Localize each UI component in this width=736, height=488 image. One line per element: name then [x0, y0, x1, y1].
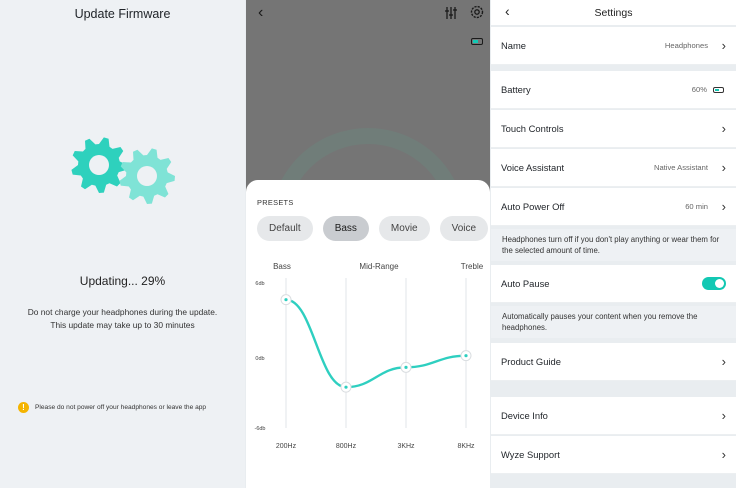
setting-label: Voice Assistant: [501, 162, 565, 173]
eq-handle-dot: [464, 354, 468, 358]
back-icon[interactable]: ‹: [505, 3, 510, 19]
setting-label: Auto Power Off: [501, 201, 565, 212]
band-label: Bass: [273, 262, 291, 271]
setting-battery: Battery 60%: [491, 71, 736, 109]
auto-pause-toggle[interactable]: [702, 277, 726, 290]
equalizer-screen: ‹ PRESETS Default Bass Movie Voice Bass M…: [246, 0, 490, 488]
back-icon[interactable]: ‹: [258, 4, 264, 21]
setting-label: Touch Controls: [501, 123, 564, 134]
frequency-label: 200Hz: [276, 443, 297, 450]
setting-label: Auto Pause: [501, 278, 550, 289]
description-line: This update may take up to 30 minutes: [50, 320, 195, 330]
battery-icon: [713, 86, 724, 93]
toggle-knob: [715, 279, 724, 288]
presets-title: PRESETS: [257, 198, 294, 207]
update-description: Do not charge your headphones during the…: [10, 306, 235, 332]
preset-chip-voice[interactable]: Voice: [439, 216, 489, 241]
preset-chip-movie[interactable]: Movie: [378, 216, 430, 241]
db-label: 0db: [255, 356, 264, 362]
description-line: Do not charge your headphones during the…: [27, 307, 218, 317]
warning-icon: !: [18, 402, 29, 413]
auto-power-note: Headphones turn off if you don't play an…: [491, 229, 736, 261]
setting-voice-assistant[interactable]: Voice Assistant Native Assistant ›: [491, 149, 736, 187]
setting-value: 60%: [691, 85, 707, 94]
setting-auto-pause: Auto Pause: [491, 265, 736, 303]
gear-hole: [137, 166, 157, 186]
setting-label: Product Guide: [501, 356, 561, 367]
db-label: 6db: [255, 281, 264, 287]
setting-auto-power-off[interactable]: Auto Power Off 60 min ›: [491, 188, 736, 226]
page-title: Update Firmware: [74, 7, 171, 21]
warning-note: ! Please do not power off your headphone…: [18, 402, 206, 413]
setting-device-info[interactable]: Device Info ›: [491, 397, 736, 435]
preset-chip-bass[interactable]: Bass: [322, 216, 369, 241]
settings-header: ‹ Settings: [491, 0, 736, 25]
settings-gear-icon[interactable]: [469, 4, 485, 20]
eq-handle-dot: [284, 298, 288, 302]
auto-pause-note: Automatically pauses your content when y…: [491, 306, 736, 338]
frequency-label: 3KHz: [397, 443, 415, 450]
page-title: Settings: [594, 7, 633, 19]
frequency-label: 800Hz: [336, 443, 357, 450]
battery-icon: [471, 38, 483, 45]
update-firmware-screen: Update Firmware Updating... 29% Do not c…: [0, 0, 245, 488]
setting-value: Headphones: [664, 41, 708, 50]
setting-touch-controls[interactable]: Touch Controls ›: [491, 110, 736, 148]
setting-label: Device Info: [501, 410, 548, 421]
setting-wyze-support[interactable]: Wyze Support ›: [491, 436, 736, 474]
gears-icon: [71, 137, 175, 204]
db-label: -6db: [254, 426, 265, 432]
setting-label: Battery: [501, 84, 531, 95]
setting-label: Wyze Support: [501, 449, 560, 460]
setting-value: 60 min: [685, 202, 708, 211]
preset-chips: Default Bass Movie Voice: [257, 216, 490, 241]
equalizer-chart: Bass Mid-Range Treble 6db 0db -6db 200Hz 800Hz 3…: [254, 262, 484, 450]
setting-value: Native Assistant: [653, 163, 708, 172]
band-label: Treble: [461, 262, 484, 271]
setting-label: Name: [501, 40, 527, 51]
chevron-right-icon: ›: [721, 408, 726, 423]
chevron-right-icon: ›: [721, 160, 726, 175]
update-status: Updating... 29%: [79, 274, 166, 288]
eq-handle-dot: [344, 385, 348, 389]
settings-screen: ‹ Settings Name Headphones › Battery 60%…: [491, 0, 736, 488]
setting-product-guide[interactable]: Product Guide ›: [491, 343, 736, 381]
preset-chip-default[interactable]: Default: [257, 216, 313, 241]
chevron-right-icon: ›: [721, 447, 726, 462]
chevron-right-icon: ›: [721, 121, 726, 136]
eq-handle-dot: [404, 365, 408, 369]
band-label: Mid-Range: [359, 262, 399, 271]
frequency-label: 8KHz: [457, 443, 475, 450]
chevron-right-icon: ›: [721, 199, 726, 214]
chevron-right-icon: ›: [721, 38, 726, 53]
setting-name[interactable]: Name Headphones ›: [491, 27, 736, 65]
chevron-right-icon: ›: [721, 354, 726, 369]
warning-text: Please do not power off your headphones …: [35, 404, 207, 411]
presets-sheet: PRESETS Default Bass Movie Voice Bass Mid…: [246, 180, 490, 488]
eq-curve: [285, 298, 467, 389]
gear-hole: [89, 155, 109, 175]
equalizer-icon[interactable]: [444, 6, 458, 20]
